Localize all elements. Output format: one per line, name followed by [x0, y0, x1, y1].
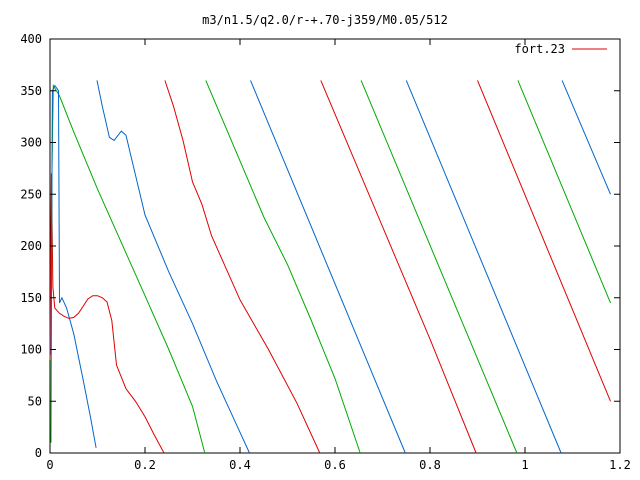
series-line-1 — [49, 80, 611, 454]
y-tick-label: 150 — [20, 291, 42, 305]
legend: fort.23 — [514, 42, 607, 56]
x-tick-label: 0.4 — [229, 458, 251, 472]
x-tick-label: 1 — [521, 458, 528, 472]
series-line-2 — [50, 80, 611, 454]
x-tick-label: 0.8 — [419, 458, 441, 472]
legend-label: fort.23 — [514, 42, 565, 56]
x-tick-label: 1.2 — [609, 458, 631, 472]
y-tick-label: 350 — [20, 84, 42, 98]
plot-frame — [49, 38, 621, 454]
y-tick-label: 50 — [28, 394, 42, 408]
x-tick-label: 0 — [46, 458, 53, 472]
y-tick-label: 100 — [20, 343, 42, 357]
y-tick-label: 400 — [20, 32, 42, 46]
series-layer — [49, 80, 611, 454]
series-line-3 — [50, 80, 611, 454]
y-tick-label: 0 — [35, 446, 42, 460]
x-tick-label: 0.2 — [134, 458, 156, 472]
chart-title: m3/n1.5/q2.0/r-+.70-j359/M0.05/512 — [202, 13, 448, 27]
y-tick-label: 250 — [20, 187, 42, 201]
y-tick-label: 300 — [20, 136, 42, 150]
tick-layer: 0 0.2 0.4 0.6 0.8 1 1.2 0 50 100 150 200 250 300 350 40… — [20, 32, 631, 472]
x-tick-label: 0.6 — [324, 458, 346, 472]
y-tick-label: 200 — [20, 239, 42, 253]
